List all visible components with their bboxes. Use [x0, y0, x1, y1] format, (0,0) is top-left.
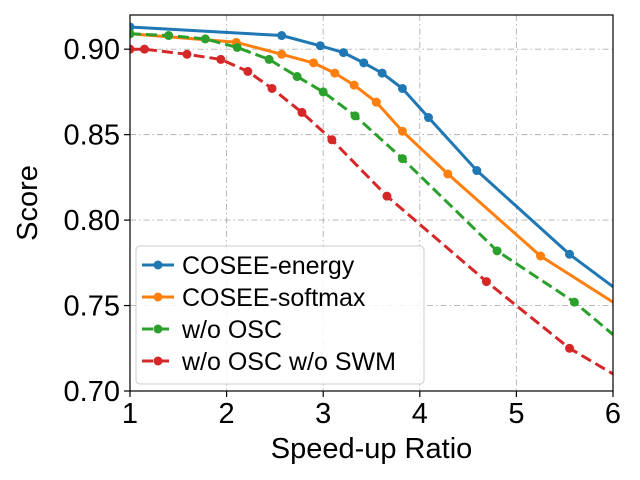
data-point [297, 107, 307, 117]
data-point [232, 42, 242, 52]
data-point [267, 83, 277, 93]
legend-label: COSEE-softmax [182, 284, 366, 312]
x-tick-label: 6 [605, 398, 621, 430]
legend-box [135, 245, 425, 385]
data-point [243, 66, 253, 76]
data-point [382, 191, 392, 201]
data-point [216, 54, 226, 64]
x-tick-label: 1 [122, 398, 138, 430]
data-point [569, 297, 579, 307]
legend-marker [153, 356, 163, 366]
legend-marker [153, 324, 163, 334]
data-point [139, 44, 149, 54]
legend-label: w/o OSC [181, 316, 282, 344]
series-layer [130, 22, 613, 376]
data-point [277, 31, 287, 41]
data-point [327, 135, 337, 145]
x-tick-label: 4 [412, 398, 428, 430]
series-2 [130, 29, 613, 336]
plot-frame [129, 14, 614, 392]
data-point [309, 58, 319, 68]
data-point [536, 251, 546, 261]
series-line [130, 47, 613, 376]
legend-marker [153, 260, 163, 270]
data-point [423, 113, 433, 123]
y-tick-label: 0.85 [64, 120, 120, 152]
x-tick-label: 3 [315, 398, 331, 430]
data-point [350, 111, 360, 121]
legend-label: w/o OSC w/o SWM [181, 348, 396, 376]
series-3 [130, 44, 613, 376]
data-point [315, 41, 325, 51]
data-point [492, 246, 502, 256]
series-line [130, 32, 613, 336]
data-point [330, 68, 340, 78]
legend-label: COSEE-energy [182, 252, 355, 280]
data-point [397, 154, 407, 164]
legend-marker [153, 292, 163, 302]
x-axis-label: Speed-up Ratio [271, 433, 473, 465]
series-0 [130, 22, 613, 288]
data-point [292, 72, 302, 82]
data-point [200, 34, 210, 44]
legend-item: COSEE-energy [142, 252, 355, 280]
axis-ticks: 1 2 3 4 5 6 0.70 0.75 0.80 0.85 0.90 [64, 34, 622, 430]
data-point [349, 80, 359, 90]
data-point [338, 48, 348, 58]
data-point [130, 22, 135, 32]
y-tick-label: 0.90 [64, 34, 120, 66]
y-tick-label: 0.70 [64, 376, 120, 408]
y-axis-label: Score [12, 165, 44, 241]
legend-item: w/o OSC [142, 316, 282, 344]
data-point [130, 44, 135, 54]
data-point [164, 31, 174, 41]
data-point [277, 49, 287, 59]
x-tick-label: 2 [219, 398, 235, 430]
data-point [472, 166, 482, 176]
y-tick-label: 0.80 [64, 205, 120, 237]
data-point [371, 97, 381, 107]
legend-item: COSEE-softmax [142, 284, 366, 312]
legend-item: w/o OSC w/o SWM [142, 348, 396, 376]
data-point [130, 29, 135, 39]
data-point [318, 87, 328, 97]
data-point [481, 277, 491, 287]
data-point [359, 58, 369, 68]
y-tick-label: 0.75 [64, 291, 120, 323]
legend: COSEE-energy COSEE-softmax w/o OSC w/o OSC … [135, 245, 425, 385]
x-tick-label: 5 [508, 398, 524, 430]
data-point [565, 249, 575, 259]
data-point [397, 126, 407, 136]
data-point [397, 83, 407, 93]
data-point [264, 54, 274, 64]
data-point [565, 343, 575, 353]
data-point [182, 49, 192, 59]
data-point [443, 169, 453, 179]
data-point [377, 68, 387, 78]
